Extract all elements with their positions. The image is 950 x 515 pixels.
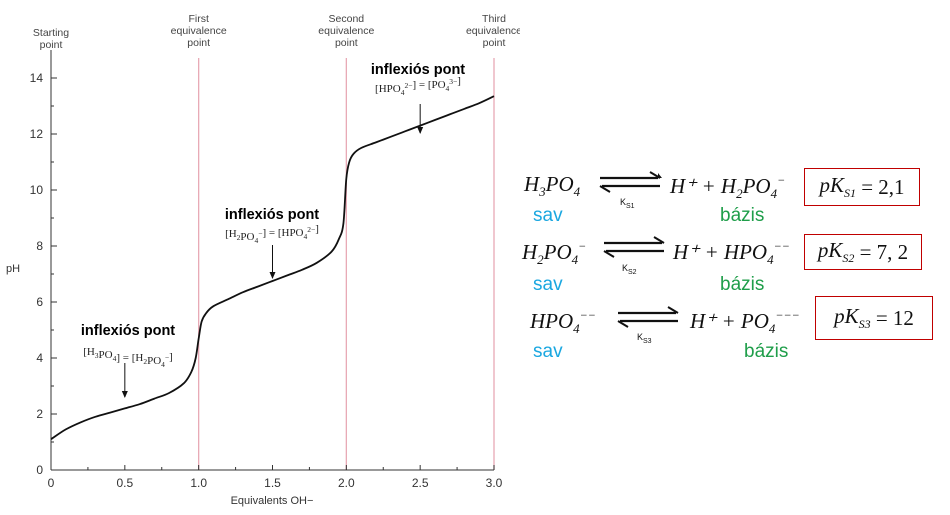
y-tick-label: 0 [36,463,43,477]
y-tick-label: 2 [36,407,43,421]
top-label-line: equivalence [171,25,227,37]
ticks: 0 0.5 1.0 1.5 2.0 2.5 3.0 0 2 4 6 8 10 12 14 [30,71,503,490]
y-tick-label: 12 [30,127,44,141]
y-axis-label: pH [6,263,20,275]
eq3-products: H⁺ + PO4−−− [690,308,800,336]
y-tick-label: 4 [36,351,43,365]
top-label-line: point [187,37,210,49]
top-label-line: First [188,13,208,25]
annotation-heading: inflexiós pont [371,62,465,78]
eq3-equilibrium-arrows [617,306,679,328]
eq1-acid: H3PO4 [524,172,581,199]
eq1-products: H⁺ + H2PO4− [670,173,786,201]
equivalence-point-labels: StartingpointFirstequivalencepointSecond… [33,13,520,51]
top-label-line: equivalence [466,25,520,37]
y-tick-label: 14 [30,71,44,85]
y-tick-label: 6 [36,295,43,309]
y-tick-label: 10 [30,183,44,197]
titration-chart: 0 0.5 1.0 1.5 2.0 2.5 3.0 0 2 4 6 8 10 12 14 pH Equiva… [6,13,520,507]
eq1-equilibrium-arrows [599,171,662,193]
annotation-arrowhead [121,391,128,398]
annotations: inflexiós pont [H3PO4] = [H2PO4−] inflexió… [81,62,465,398]
x-tick-label: 0.5 [116,476,133,490]
x-tick-label: 1.5 [264,476,281,490]
eq3-sav-label: sav [533,341,563,362]
x-axis-label: Equivalents OH− [231,495,314,507]
y-tick-label: 8 [36,239,43,253]
eq1-bazis-label: bázis [720,205,765,226]
annotation-arrowhead [417,127,424,134]
x-tick-label: 0 [48,476,55,490]
x-tick-label: 2.5 [412,476,429,490]
eq3-bazis-label: bázis [744,341,789,362]
eq3-acid: HPO4−− [530,308,596,336]
pk3-box: pKS3 = 12 [815,296,933,340]
annotation-heading: inflexiós pont [225,207,319,223]
x-tick-label: 3.0 [486,476,503,490]
annotation-formula: [HPO42−] = [PO43−] [375,75,461,97]
eq2-ks: KS2 [622,263,637,276]
top-label-line: Third [482,13,506,25]
eq2-products: H⁺ + HPO4−− [673,239,790,267]
annotation-formula: [H2PO4−] = [HPO42−] [225,223,319,245]
x-tick-label: 2.0 [338,476,355,490]
eq2-acid: H2PO4− [522,239,587,267]
eq1-ks: KS1 [620,197,635,210]
equivalence-lines [198,58,495,470]
annotation-heading: inflexiós pont [81,323,175,339]
annotation-formula: [H3PO4] = [H2PO4−] [83,346,173,369]
eq2-bazis-label: bázis [720,274,765,295]
annotation-arrowhead [269,272,276,279]
top-label-line: point [40,39,63,51]
eq3-ks: KS3 [637,332,652,345]
pk2-box: pKS2 = 7, 2 [804,234,922,270]
titration-curve [50,95,495,440]
x-tick-label: 1.0 [190,476,207,490]
top-label-line: Second [329,13,365,25]
eq1-sav-label: sav [533,205,563,226]
top-label-line: Starting [33,27,69,39]
eq2-sav-label: sav [533,274,563,295]
pk1-box: pKS1 = 2,1 [804,168,920,206]
top-label-line: point [335,37,358,49]
eq2-equilibrium-arrows [603,236,665,258]
top-label-line: point [483,37,506,49]
top-label-line: equivalence [318,25,374,37]
